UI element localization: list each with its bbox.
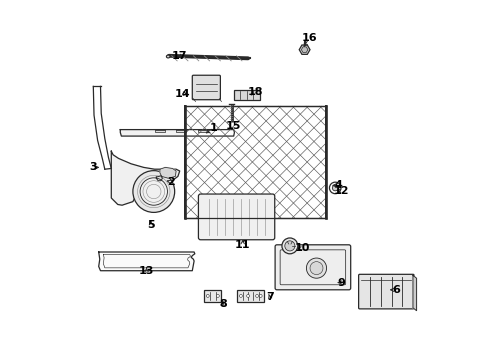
Text: 5: 5 [147, 220, 154, 230]
Text: 18: 18 [247, 87, 263, 97]
Circle shape [246, 294, 249, 297]
Bar [197, 130, 207, 132]
Circle shape [216, 294, 219, 297]
Text: 11: 11 [234, 240, 250, 250]
Bar [185, 106, 325, 218]
Circle shape [329, 182, 340, 194]
Circle shape [306, 258, 326, 278]
Bar [154, 130, 164, 132]
Polygon shape [412, 275, 416, 311]
Text: 14: 14 [174, 89, 190, 99]
Text: 4: 4 [333, 180, 341, 190]
Circle shape [259, 294, 262, 297]
Text: 9: 9 [337, 278, 345, 288]
Polygon shape [111, 151, 179, 205]
Text: 17: 17 [172, 51, 187, 61]
Text: 16: 16 [301, 33, 316, 43]
Text: 8: 8 [219, 299, 226, 309]
FancyBboxPatch shape [198, 194, 274, 240]
Polygon shape [99, 252, 194, 271]
Circle shape [239, 294, 242, 297]
FancyBboxPatch shape [192, 75, 220, 100]
Text: 6: 6 [391, 285, 399, 295]
Circle shape [133, 171, 174, 212]
Circle shape [255, 294, 258, 297]
FancyBboxPatch shape [275, 245, 350, 290]
Bar [233, 90, 259, 100]
Text: 7: 7 [265, 292, 273, 302]
Polygon shape [120, 130, 234, 136]
Circle shape [284, 241, 294, 251]
Text: 10: 10 [294, 243, 309, 253]
Bar [204, 290, 221, 302]
Circle shape [282, 238, 297, 254]
Text: 12: 12 [333, 186, 349, 196]
Text: 13: 13 [139, 266, 154, 276]
Circle shape [206, 294, 209, 297]
Polygon shape [156, 176, 162, 181]
Text: 1: 1 [209, 123, 217, 133]
Circle shape [332, 185, 337, 191]
Bar [237, 290, 264, 302]
Circle shape [140, 178, 167, 205]
Text: 3: 3 [89, 162, 97, 172]
Polygon shape [160, 167, 176, 178]
FancyBboxPatch shape [358, 274, 413, 309]
Circle shape [309, 262, 322, 275]
Text: 15: 15 [225, 121, 240, 131]
Ellipse shape [166, 55, 170, 58]
Text: 2: 2 [166, 177, 174, 187]
Bar [176, 130, 186, 132]
